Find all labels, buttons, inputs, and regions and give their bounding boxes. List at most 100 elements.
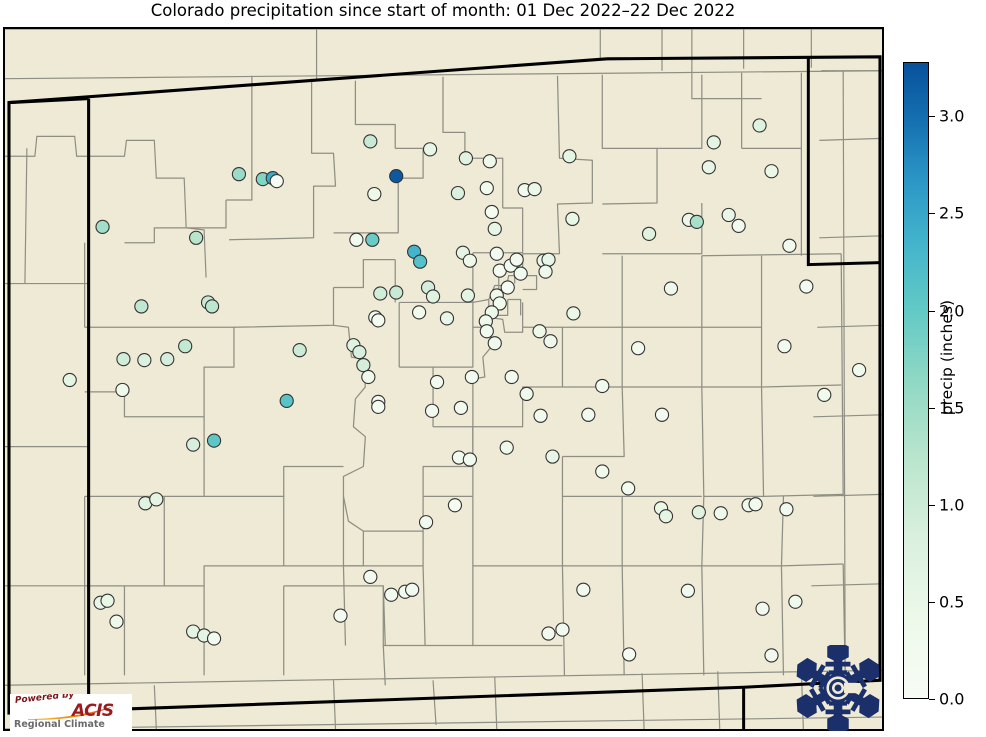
station-marker[interactable]: [764, 164, 779, 179]
station-marker[interactable]: [658, 509, 674, 524]
station-marker[interactable]: [581, 407, 596, 422]
map-canvas[interactable]: [3, 27, 884, 731]
station-marker[interactable]: [519, 386, 534, 402]
station-marker[interactable]: [541, 252, 556, 267]
station-marker[interactable]: [527, 181, 542, 197]
station-marker[interactable]: [269, 174, 284, 189]
station-marker[interactable]: [95, 219, 110, 234]
station-marker[interactable]: [424, 403, 440, 418]
station-marker[interactable]: [654, 407, 670, 422]
station-marker[interactable]: [595, 464, 610, 479]
station-marker[interactable]: [565, 211, 580, 227]
station-marker[interactable]: [352, 345, 367, 360]
station-marker[interactable]: [691, 505, 706, 520]
station-marker[interactable]: [405, 582, 420, 597]
station-marker[interactable]: [206, 631, 222, 646]
station-marker[interactable]: [752, 118, 767, 133]
station-marker[interactable]: [641, 226, 657, 241]
station-marker[interactable]: [545, 449, 560, 464]
station-marker[interactable]: [453, 400, 469, 415]
station-marker[interactable]: [630, 341, 646, 356]
station-marker[interactable]: [566, 306, 581, 321]
station-marker[interactable]: [361, 369, 376, 385]
station-marker[interactable]: [365, 232, 380, 247]
station-marker[interactable]: [731, 218, 746, 233]
station-marker[interactable]: [356, 357, 371, 373]
station-marker[interactable]: [411, 305, 427, 320]
station-marker[interactable]: [206, 433, 222, 448]
station-marker[interactable]: [450, 185, 466, 201]
colorbar[interactable]: 0.0 0.5 1.0 1.5 2.0 2.5 3.0: [903, 62, 964, 709]
station-marker[interactable]: [482, 154, 497, 169]
station-marker[interactable]: [713, 506, 728, 521]
station-marker[interactable]: [186, 437, 201, 452]
station-marker[interactable]: [363, 569, 378, 584]
station-marker[interactable]: [532, 324, 547, 339]
station-marker[interactable]: [788, 594, 803, 609]
station-marker[interactable]: [576, 582, 591, 597]
station-marker[interactable]: [178, 339, 193, 354]
station-marker[interactable]: [137, 352, 152, 368]
station-marker[interactable]: [499, 440, 514, 455]
station-marker[interactable]: [479, 180, 494, 196]
station-marker[interactable]: [748, 497, 763, 512]
station-marker[interactable]: [777, 339, 792, 354]
station-marker[interactable]: [799, 279, 814, 294]
station-marker[interactable]: [487, 221, 502, 236]
station-marker[interactable]: [680, 583, 696, 598]
snowflake-icon[interactable]: [795, 645, 881, 731]
station-marker[interactable]: [663, 281, 679, 296]
station-marker[interactable]: [115, 382, 130, 398]
station-marker[interactable]: [418, 515, 434, 530]
station-marker[interactable]: [504, 369, 519, 385]
station-marker[interactable]: [555, 622, 570, 637]
station-marker[interactable]: [279, 393, 294, 408]
station-marker[interactable]: [384, 587, 399, 602]
station-marker[interactable]: [371, 313, 386, 328]
station-marker[interactable]: [389, 169, 404, 184]
station-marker[interactable]: [412, 254, 428, 269]
station-marker[interactable]: [755, 601, 770, 616]
station-marker[interactable]: [509, 252, 524, 267]
station-marker[interactable]: [779, 502, 794, 517]
station-marker[interactable]: [160, 352, 175, 367]
station-marker[interactable]: [462, 452, 477, 467]
station-marker[interactable]: [543, 334, 558, 349]
station-marker[interactable]: [425, 289, 441, 304]
station-marker[interactable]: [851, 362, 867, 378]
station-marker[interactable]: [62, 372, 77, 388]
station-marker[interactable]: [721, 207, 736, 223]
station-marker[interactable]: [422, 142, 438, 157]
station-marker[interactable]: [479, 324, 494, 339]
station-marker[interactable]: [689, 214, 704, 230]
station-marker[interactable]: [621, 481, 636, 496]
station-marker[interactable]: [464, 369, 479, 385]
station-marker[interactable]: [513, 266, 528, 281]
station-marker[interactable]: [367, 186, 382, 202]
station-marker[interactable]: [764, 648, 779, 663]
station-marker[interactable]: [462, 253, 477, 268]
station-marker[interactable]: [622, 647, 637, 662]
station-marker[interactable]: [189, 230, 204, 245]
station-marker[interactable]: [149, 492, 164, 507]
station-marker[interactable]: [484, 204, 499, 220]
station-marker[interactable]: [538, 264, 553, 279]
station-marker[interactable]: [595, 378, 610, 394]
station-marker[interactable]: [373, 286, 388, 301]
station-marker[interactable]: [533, 408, 548, 423]
station-marker[interactable]: [439, 311, 455, 326]
station-marker[interactable]: [389, 285, 404, 300]
station-marker[interactable]: [204, 299, 220, 314]
station-marker[interactable]: [333, 608, 348, 623]
station-marker[interactable]: [706, 135, 721, 150]
station-marker[interactable]: [487, 336, 502, 351]
station-marker[interactable]: [100, 593, 115, 608]
station-marker[interactable]: [447, 498, 463, 513]
station-marker[interactable]: [492, 296, 507, 311]
station-marker[interactable]: [701, 160, 716, 175]
station-marker[interactable]: [371, 399, 386, 414]
acis-logo[interactable]: Powered by ACIS Regional Climate Centers: [10, 694, 132, 731]
station-marker[interactable]: [489, 246, 504, 261]
station-marker[interactable]: [349, 232, 364, 247]
station-marker[interactable]: [116, 352, 131, 367]
